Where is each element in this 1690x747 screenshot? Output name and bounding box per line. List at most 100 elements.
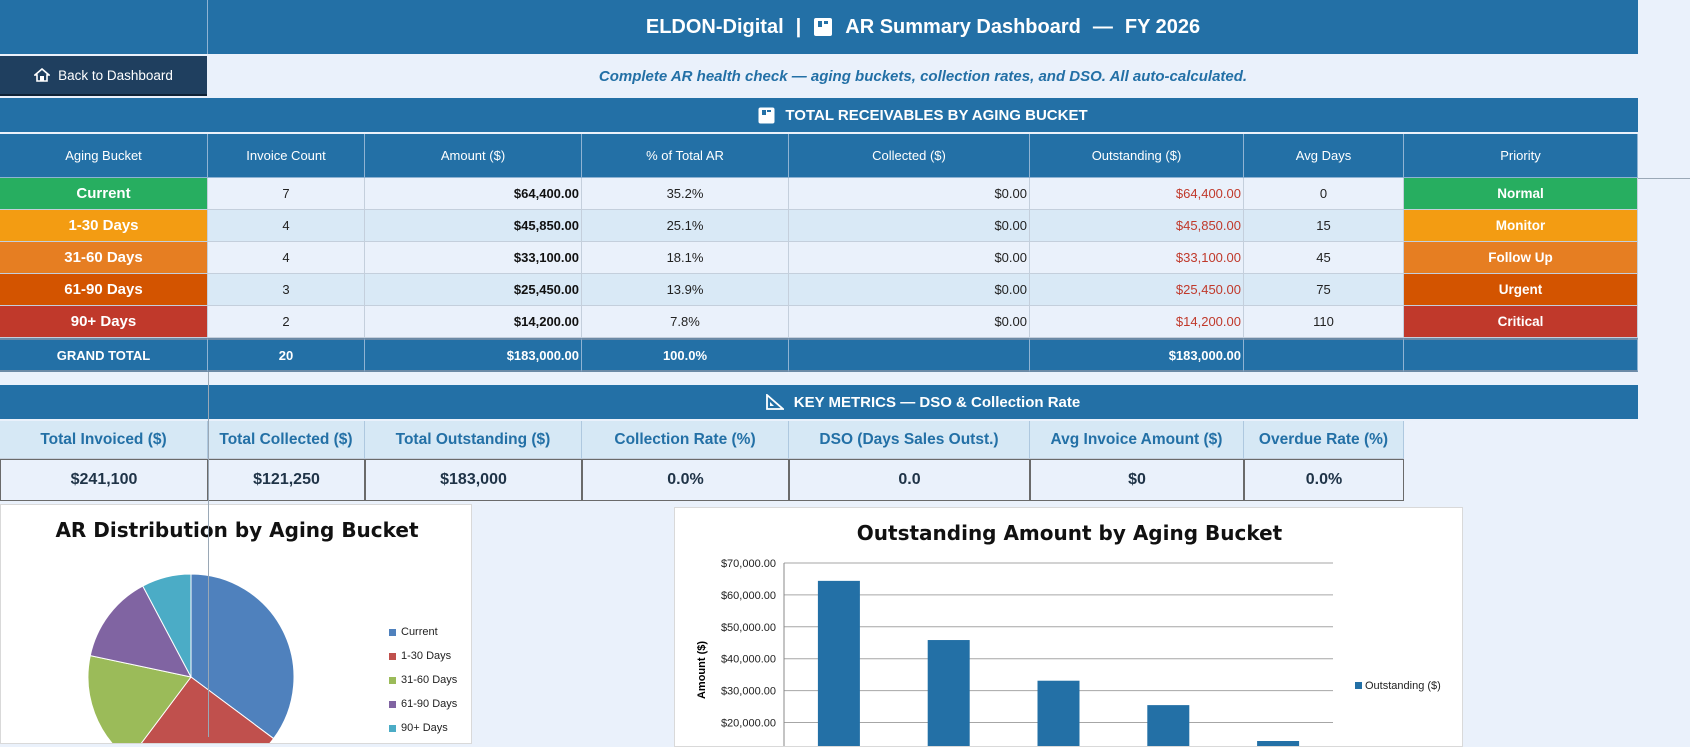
bar[interactable]: [1257, 741, 1300, 747]
grand-total-cell: GRAND TOTAL: [0, 338, 208, 372]
column-header: Collected ($): [789, 134, 1030, 178]
bar-chart[interactable]: Outstanding Amount by Aging Bucket $20,0…: [674, 507, 1463, 747]
aging-bucket-cell: 31-60 Days: [0, 242, 208, 274]
metric-value: $183,000: [365, 459, 582, 501]
aging-bucket-cell: Current: [0, 178, 208, 210]
metric-value: 0.0%: [582, 459, 789, 501]
metric-label: Avg Invoice Amount ($): [1030, 421, 1244, 459]
header-bar: ELDON-Digital | AR Summary Dashboard — F…: [208, 0, 1638, 54]
metric-value: $0: [1030, 459, 1244, 501]
header-dash: —: [1092, 15, 1113, 38]
home-icon: [34, 68, 51, 82]
legend-entry: 31-60 Days: [389, 674, 457, 686]
bar[interactable]: [817, 580, 860, 747]
table-cell: $0.00: [789, 274, 1030, 306]
legend-label: 31-60 Days: [401, 674, 458, 686]
aging-section-title-bar: TOTAL RECEIVABLES BY AGING BUCKET: [0, 98, 1638, 132]
column-header: % of Total AR: [582, 134, 789, 178]
table-cell: $14,200.00: [1030, 306, 1244, 338]
table-cell: $64,400.00: [1030, 178, 1244, 210]
column-header: Aging Bucket: [0, 134, 208, 178]
metric-label: Total Collected ($): [208, 421, 365, 459]
legend-swatch: [389, 724, 396, 732]
legend-swatch: [389, 700, 396, 708]
bar[interactable]: [927, 640, 970, 747]
metrics-section-title: KEY METRICS — DSO & Collection Rate: [793, 393, 1081, 411]
page-title: AR Summary Dashboard: [845, 15, 1081, 38]
metrics-left-spacer: [0, 385, 208, 419]
y-tick-label: $40,000.00: [721, 654, 776, 666]
metric-label: Collection Rate (%): [582, 421, 789, 459]
bar[interactable]: [1037, 680, 1080, 747]
table-cell: 25.1%: [582, 210, 789, 242]
table-cell: 7: [208, 178, 365, 210]
pie-chart-title: AR Distribution by Aging Bucket: [55, 518, 419, 542]
table-cell: $25,450.00: [365, 274, 582, 306]
column-header: Priority: [1404, 134, 1638, 178]
aging-section-title: TOTAL RECEIVABLES BY AGING BUCKET: [785, 106, 1088, 124]
bar[interactable]: [1147, 705, 1190, 747]
y-tick-label: $30,000.00: [721, 686, 776, 698]
pie-slice[interactable]: [129, 676, 275, 744]
y-tick-label: $20,000.00: [721, 718, 776, 730]
fiscal-year: FY 2026: [1124, 15, 1201, 38]
frozen-pane-line: [208, 372, 209, 737]
table-cell: 18.1%: [582, 242, 789, 274]
legend-swatch: [389, 652, 396, 660]
pie-slice[interactable]: [190, 573, 295, 740]
column-header: Outstanding ($): [1030, 134, 1244, 178]
metric-label: Overdue Rate (%): [1244, 421, 1404, 459]
back-button-label: Back to Dashboard: [58, 67, 173, 83]
pie-slice[interactable]: [87, 654, 192, 744]
aging-bucket-cell: 61-90 Days: [0, 274, 208, 306]
ruler-triangle-icon: [765, 394, 784, 410]
table-cell: $64,400.00: [365, 178, 582, 210]
legend-label: Current: [401, 626, 438, 638]
table-cell: $0.00: [789, 306, 1030, 338]
grand-total-cell: [1244, 338, 1404, 372]
table-cell: $0.00: [789, 178, 1030, 210]
priority-badge: Follow Up: [1404, 242, 1638, 274]
metric-value: 0.0%: [1244, 459, 1404, 501]
legend-label: 1-30 Days: [401, 650, 452, 662]
table-cell: 45: [1244, 242, 1404, 274]
table-cell: 4: [208, 242, 365, 274]
row-guide-line: [1638, 178, 1690, 179]
table-cell: 75: [1244, 274, 1404, 306]
table-cell: 7.8%: [582, 306, 789, 338]
priority-badge: Urgent: [1404, 274, 1638, 306]
table-cell: $25,450.00: [1030, 274, 1244, 306]
bar-plot: $20,000.00 $30,000.00 $40,000.00 $50,000.00…: [696, 558, 1441, 747]
table-cell: $33,100.00: [1030, 242, 1244, 274]
table-cell: $0.00: [789, 242, 1030, 274]
legend-entry: Current: [389, 626, 438, 638]
aging-bucket-cell: 90+ Days: [0, 306, 208, 338]
y-axis-label: Amount ($): [696, 641, 708, 699]
column-header: Avg Days: [1244, 134, 1404, 178]
bar-chart-title: Outstanding Amount by Aging Bucket: [856, 521, 1283, 545]
grand-total-cell: 100.0%: [582, 338, 789, 372]
back-to-dashboard-button[interactable]: Back to Dashboard: [0, 56, 207, 96]
metrics-section-title-bar: KEY METRICS — DSO & Collection Rate: [208, 385, 1638, 419]
priority-badge: Normal: [1404, 178, 1638, 210]
pie-slice[interactable]: [89, 585, 192, 678]
legend-entry: 61-90 Days: [389, 698, 457, 710]
header-left-spacer: [0, 0, 208, 54]
grand-total-cell: 20: [208, 338, 365, 372]
column-header: Amount ($): [365, 134, 582, 178]
legend-label: 61-90 Days: [401, 698, 458, 710]
metric-value: 0.0: [789, 459, 1030, 501]
legend-swatch: [389, 676, 396, 684]
y-tick-label: $50,000.00: [721, 622, 776, 634]
subtitle: Complete AR health check — aging buckets…: [598, 67, 1248, 85]
pie-plot: [87, 573, 295, 744]
table-cell: $0.00: [789, 210, 1030, 242]
legend-swatch: [1355, 682, 1362, 689]
pie-chart[interactable]: AR Distribution by Aging Bucket Current 1…: [0, 504, 472, 744]
table-cell: 0: [1244, 178, 1404, 210]
pie-slice[interactable]: [142, 573, 192, 678]
legend-label: 90+ Days: [401, 722, 448, 734]
box-icon: [758, 107, 775, 124]
table-cell: 13.9%: [582, 274, 789, 306]
aging-bucket-cell: 1-30 Days: [0, 210, 208, 242]
